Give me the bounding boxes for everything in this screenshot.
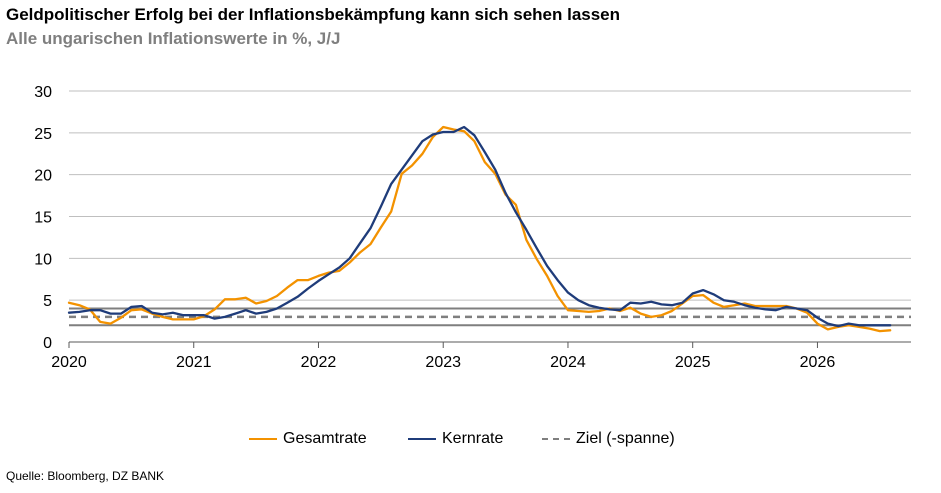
legend-swatch-kernrate <box>408 438 436 440</box>
legend-item-ziel: Ziel (-spanne) <box>542 430 675 448</box>
legend-label-kernrate: Kernrate <box>442 430 504 447</box>
legend-label-gesamtrate: Gesamtrate <box>283 430 367 447</box>
legend-label-ziel: Ziel (-spanne) <box>576 430 675 447</box>
series-line-kernrate <box>67 125 892 328</box>
series-lines <box>67 125 892 333</box>
x-tick-label: 2023 <box>425 354 461 371</box>
y-tick-label: 15 <box>34 210 52 227</box>
y-tick-label: 20 <box>34 168 52 185</box>
x-tick-label: 2022 <box>301 354 337 371</box>
y-tick-label: 25 <box>34 126 52 143</box>
grid-lines <box>69 90 911 301</box>
chart-subtitle: Alle ungarischen Inflationswerte in %, J… <box>6 29 341 48</box>
chart-title: Geldpolitischer Erfolg bei der Inflation… <box>6 5 621 24</box>
source-note: Quelle: Bloomberg, DZ BANK <box>6 469 165 483</box>
y-tick-label: 0 <box>43 335 52 352</box>
legend: Gesamtrate Kernrate Ziel (-spanne) <box>0 430 941 454</box>
target-lines <box>69 307 911 327</box>
legend-swatch-gesamtrate <box>249 438 277 440</box>
x-tick-label: 2025 <box>675 354 711 371</box>
legend-swatch-ziel <box>542 438 570 440</box>
legend-item-gesamtrate: Gesamtrate <box>249 430 367 448</box>
y-tick-label: 10 <box>34 251 52 268</box>
x-tick-label: 2024 <box>550 354 586 371</box>
legend-item-kernrate: Kernrate <box>408 430 503 448</box>
y-tick-label: 5 <box>43 293 52 310</box>
y-tick-label: 30 <box>34 84 52 101</box>
x-tick-label: 2026 <box>800 354 836 371</box>
x-tick-label: 2021 <box>176 354 212 371</box>
x-tick-label: 2020 <box>51 354 87 371</box>
